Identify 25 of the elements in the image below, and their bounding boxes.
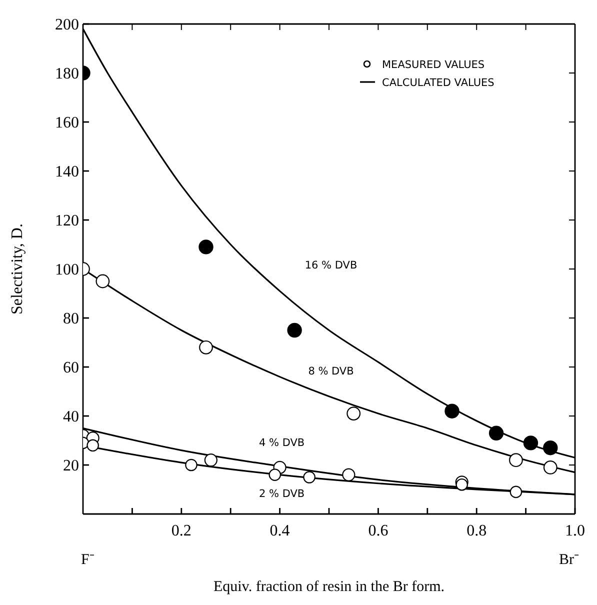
x-tick-label: 0.4 (270, 522, 290, 540)
y-tick-label: 140 (55, 164, 79, 181)
y-tick-label: 20 (63, 458, 79, 475)
y-tick-label: 60 (63, 360, 79, 377)
y-tick-label: 80 (63, 310, 79, 328)
y-tick-label: 200 (55, 16, 79, 34)
text: 1.0 (565, 522, 585, 540)
y-axis-title: Selectivity, D. (9, 224, 26, 314)
series-label: 8 % DVB (308, 365, 354, 378)
y-tick-label: 180 (55, 66, 79, 83)
x-axis-title: Equiv. fraction of resin in the Br form. (213, 579, 445, 595)
x-tick-label: 0.8 (466, 522, 487, 540)
annotation: CALCULATED VALUES (382, 77, 495, 89)
y-tick-label: 100 (55, 262, 79, 279)
y-tick-label: 120 (55, 212, 79, 230)
series-label: 2 % DVB (258, 488, 305, 500)
y-tick-label: 40 (63, 408, 79, 426)
y-tick-label: 160 (55, 114, 79, 132)
series-label: 4 % DVB (258, 437, 305, 450)
annotation: MEASURED VALUES (382, 59, 485, 71)
text: 16 % DVB (304, 259, 358, 272)
text: F⁻ (81, 552, 94, 568)
text: Br⁻ (559, 552, 579, 568)
x-tick-label: 0.6 (368, 522, 388, 540)
x-tick-label: 0.2 (171, 522, 192, 540)
